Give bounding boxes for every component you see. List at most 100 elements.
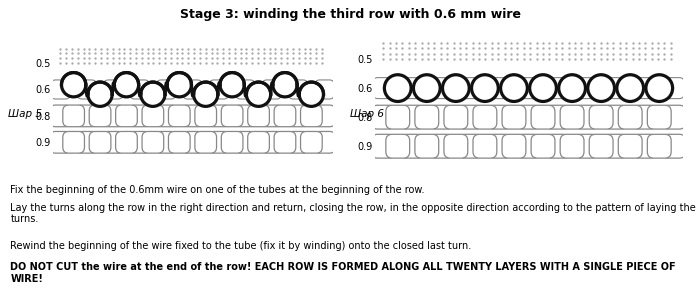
FancyBboxPatch shape: [51, 80, 70, 99]
Circle shape: [617, 75, 643, 102]
FancyBboxPatch shape: [234, 105, 256, 127]
FancyBboxPatch shape: [545, 134, 570, 158]
FancyBboxPatch shape: [531, 105, 555, 129]
FancyBboxPatch shape: [545, 105, 570, 129]
FancyBboxPatch shape: [300, 105, 322, 127]
Text: Шар 5: Шар 5: [8, 109, 43, 119]
FancyBboxPatch shape: [460, 78, 481, 99]
Text: DO NOT CUT the wire at the end of the row! EACH ROW IS FORMED ALONG ALL TWENTY L: DO NOT CUT the wire at the end of the ro…: [10, 262, 676, 284]
Circle shape: [62, 72, 86, 97]
FancyBboxPatch shape: [116, 105, 137, 127]
FancyBboxPatch shape: [371, 134, 395, 158]
FancyBboxPatch shape: [518, 78, 539, 99]
Circle shape: [646, 75, 673, 102]
FancyBboxPatch shape: [487, 105, 512, 129]
Circle shape: [559, 75, 585, 102]
FancyBboxPatch shape: [372, 78, 393, 99]
FancyBboxPatch shape: [444, 105, 468, 129]
Text: Fix the beginning of the 0.6mm wire on one of the tubes at the beginning of the : Fix the beginning of the 0.6mm wire on o…: [10, 184, 425, 195]
FancyBboxPatch shape: [63, 105, 85, 127]
FancyBboxPatch shape: [648, 134, 671, 158]
Circle shape: [114, 72, 139, 97]
Circle shape: [414, 75, 440, 102]
FancyBboxPatch shape: [560, 105, 584, 129]
Text: Шар 6: Шар 6: [350, 109, 384, 119]
FancyBboxPatch shape: [129, 105, 150, 127]
FancyBboxPatch shape: [183, 80, 202, 99]
FancyBboxPatch shape: [182, 132, 203, 153]
FancyBboxPatch shape: [517, 105, 540, 129]
Circle shape: [500, 75, 527, 102]
FancyBboxPatch shape: [589, 134, 613, 158]
FancyBboxPatch shape: [618, 134, 642, 158]
FancyBboxPatch shape: [89, 105, 111, 127]
FancyBboxPatch shape: [287, 132, 309, 153]
FancyBboxPatch shape: [261, 105, 283, 127]
FancyBboxPatch shape: [502, 134, 526, 158]
FancyBboxPatch shape: [415, 105, 439, 129]
Circle shape: [220, 72, 244, 97]
FancyBboxPatch shape: [300, 132, 322, 153]
FancyBboxPatch shape: [50, 105, 71, 127]
FancyBboxPatch shape: [169, 105, 190, 127]
FancyBboxPatch shape: [314, 132, 335, 153]
FancyBboxPatch shape: [129, 132, 150, 153]
FancyBboxPatch shape: [633, 105, 657, 129]
FancyBboxPatch shape: [531, 134, 555, 158]
FancyBboxPatch shape: [429, 105, 453, 129]
FancyBboxPatch shape: [402, 78, 423, 99]
FancyBboxPatch shape: [604, 105, 628, 129]
Circle shape: [194, 82, 218, 106]
FancyBboxPatch shape: [287, 105, 309, 127]
FancyBboxPatch shape: [315, 80, 334, 99]
FancyBboxPatch shape: [195, 105, 216, 127]
FancyBboxPatch shape: [130, 80, 149, 99]
FancyBboxPatch shape: [575, 105, 598, 129]
FancyBboxPatch shape: [274, 132, 296, 153]
FancyBboxPatch shape: [458, 105, 482, 129]
FancyBboxPatch shape: [444, 134, 468, 158]
FancyBboxPatch shape: [606, 78, 626, 99]
FancyBboxPatch shape: [662, 105, 686, 129]
FancyBboxPatch shape: [182, 105, 203, 127]
FancyBboxPatch shape: [547, 78, 568, 99]
FancyBboxPatch shape: [415, 134, 439, 158]
FancyBboxPatch shape: [429, 134, 453, 158]
FancyBboxPatch shape: [234, 132, 256, 153]
Circle shape: [273, 72, 297, 97]
FancyBboxPatch shape: [502, 105, 526, 129]
Circle shape: [88, 82, 112, 106]
FancyBboxPatch shape: [208, 132, 230, 153]
FancyBboxPatch shape: [576, 78, 597, 99]
Circle shape: [588, 75, 615, 102]
FancyBboxPatch shape: [430, 78, 452, 99]
Circle shape: [442, 75, 469, 102]
FancyBboxPatch shape: [575, 134, 598, 158]
FancyBboxPatch shape: [664, 78, 685, 99]
FancyBboxPatch shape: [386, 134, 410, 158]
FancyBboxPatch shape: [116, 132, 137, 153]
FancyBboxPatch shape: [142, 105, 164, 127]
FancyBboxPatch shape: [489, 78, 510, 99]
FancyBboxPatch shape: [604, 134, 628, 158]
FancyBboxPatch shape: [517, 134, 540, 158]
FancyBboxPatch shape: [634, 78, 655, 99]
FancyBboxPatch shape: [77, 80, 97, 99]
FancyBboxPatch shape: [221, 132, 243, 153]
FancyBboxPatch shape: [221, 105, 243, 127]
FancyBboxPatch shape: [50, 132, 71, 153]
FancyBboxPatch shape: [89, 132, 111, 153]
Circle shape: [167, 72, 191, 97]
FancyBboxPatch shape: [487, 134, 512, 158]
FancyBboxPatch shape: [618, 105, 642, 129]
FancyBboxPatch shape: [560, 134, 584, 158]
FancyBboxPatch shape: [400, 105, 424, 129]
FancyBboxPatch shape: [195, 132, 216, 153]
Circle shape: [530, 75, 556, 102]
Text: Lay the turns along the row in the right direction and return, closing the row, : Lay the turns along the row in the right…: [10, 203, 696, 224]
Circle shape: [299, 82, 323, 106]
FancyBboxPatch shape: [102, 105, 124, 127]
FancyBboxPatch shape: [386, 105, 410, 129]
Text: Stage 3: winding the third row with 0.6 mm wire: Stage 3: winding the third row with 0.6 …: [179, 8, 521, 21]
FancyBboxPatch shape: [473, 105, 497, 129]
